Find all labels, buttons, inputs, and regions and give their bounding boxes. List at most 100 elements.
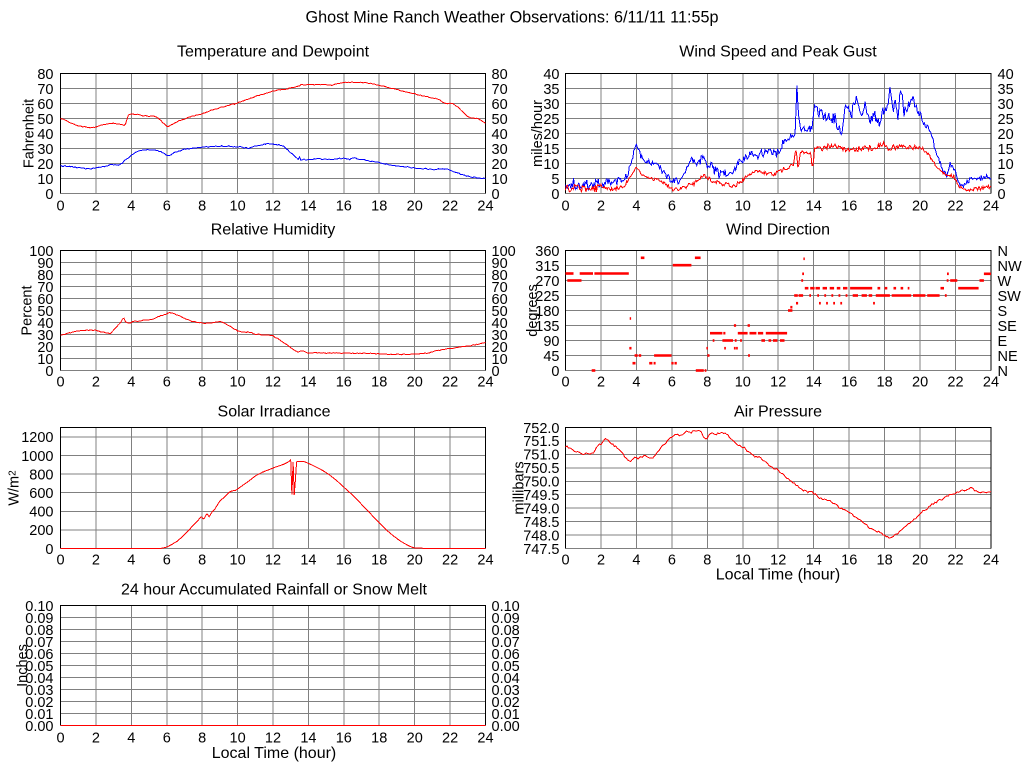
svg-text:0: 0 (551, 364, 559, 380)
svg-text:1200: 1200 (21, 430, 53, 446)
svg-text:752.0: 752.0 (523, 421, 559, 437)
svg-text:30: 30 (998, 97, 1014, 113)
svg-text:18: 18 (371, 553, 387, 569)
svg-text:748.0: 748.0 (523, 528, 559, 544)
svg-text:0: 0 (56, 730, 64, 746)
svg-text:0.07: 0.07 (492, 635, 520, 651)
svg-text:0.05: 0.05 (25, 659, 53, 675)
svg-text:0.05: 0.05 (492, 659, 520, 675)
svg-text:4: 4 (127, 375, 135, 391)
svg-text:30: 30 (492, 328, 508, 344)
svg-text:600: 600 (29, 486, 53, 502)
svg-text:Fahrenheit: Fahrenheit (22, 99, 38, 168)
svg-text:14: 14 (300, 199, 316, 215)
svg-text:0.03: 0.03 (492, 683, 520, 699)
svg-text:14: 14 (806, 375, 822, 391)
svg-text:25: 25 (543, 112, 559, 128)
svg-text:270: 270 (535, 274, 559, 290)
svg-text:360: 360 (535, 244, 559, 260)
svg-text:4: 4 (632, 375, 640, 391)
svg-text:2: 2 (92, 375, 100, 391)
svg-text:80: 80 (37, 67, 53, 83)
svg-text:225: 225 (535, 289, 559, 305)
svg-text:18: 18 (877, 199, 893, 215)
svg-text:22: 22 (947, 375, 963, 391)
svg-text:60: 60 (492, 292, 508, 308)
svg-text:100: 100 (29, 244, 53, 260)
svg-text:749.0: 749.0 (523, 502, 559, 518)
svg-text:E: E (998, 334, 1008, 350)
svg-text:0.10: 0.10 (25, 599, 53, 615)
svg-text:0: 0 (561, 199, 569, 215)
svg-text:20: 20 (492, 340, 508, 356)
svg-text:15: 15 (543, 142, 559, 158)
svg-text:0.00: 0.00 (25, 719, 53, 735)
svg-text:30: 30 (543, 97, 559, 113)
svg-text:6: 6 (163, 730, 171, 746)
svg-text:12: 12 (770, 199, 786, 215)
svg-text:40: 40 (492, 127, 508, 143)
svg-text:50: 50 (37, 304, 53, 320)
svg-text:10: 10 (230, 730, 246, 746)
svg-text:50: 50 (492, 304, 508, 320)
svg-text:0: 0 (561, 553, 569, 569)
svg-text:0.04: 0.04 (492, 671, 520, 687)
svg-text:748.5: 748.5 (523, 515, 559, 531)
svg-text:20: 20 (407, 553, 423, 569)
svg-text:10: 10 (735, 553, 751, 569)
svg-text:70: 70 (37, 280, 53, 296)
svg-text:0: 0 (492, 364, 500, 380)
svg-text:14: 14 (300, 730, 316, 746)
svg-text:0.09: 0.09 (492, 611, 520, 627)
svg-text:8: 8 (198, 730, 206, 746)
svg-text:10: 10 (37, 352, 53, 368)
svg-text:0.01: 0.01 (492, 707, 520, 723)
svg-text:12: 12 (770, 553, 786, 569)
svg-text:6: 6 (668, 553, 676, 569)
svg-text:6: 6 (163, 553, 171, 569)
svg-text:180: 180 (535, 304, 559, 320)
svg-text:12: 12 (265, 199, 281, 215)
svg-text:60: 60 (492, 97, 508, 113)
svg-text:12: 12 (265, 553, 281, 569)
svg-text:NE: NE (998, 349, 1018, 365)
svg-text:N: N (998, 364, 1008, 380)
svg-text:22: 22 (442, 553, 458, 569)
svg-text:2: 2 (597, 375, 605, 391)
svg-text:24: 24 (477, 375, 493, 391)
svg-text:SE: SE (998, 319, 1018, 335)
svg-text:14: 14 (806, 199, 822, 215)
svg-text:14: 14 (806, 553, 822, 569)
svg-text:0.07: 0.07 (25, 635, 53, 651)
svg-text:40: 40 (998, 67, 1014, 83)
svg-text:degrees: degrees (525, 284, 541, 336)
svg-text:0.06: 0.06 (25, 647, 53, 663)
svg-text:10: 10 (230, 199, 246, 215)
svg-text:400: 400 (29, 505, 53, 521)
svg-text:25: 25 (998, 112, 1014, 128)
svg-text:8: 8 (703, 375, 711, 391)
svg-text:12: 12 (265, 730, 281, 746)
svg-text:35: 35 (543, 82, 559, 98)
svg-text:0.02: 0.02 (25, 695, 53, 711)
svg-text:18: 18 (877, 375, 893, 391)
svg-text:200: 200 (29, 523, 53, 539)
svg-text:2: 2 (597, 553, 605, 569)
svg-text:24: 24 (983, 199, 999, 215)
svg-text:315: 315 (535, 259, 559, 275)
svg-text:20: 20 (37, 340, 53, 356)
svg-text:24 hour Accumulated Rainfall o: 24 hour Accumulated Rainfall or Snow Mel… (121, 582, 427, 599)
svg-text:2: 2 (92, 199, 100, 215)
svg-text:8: 8 (703, 199, 711, 215)
svg-text:4: 4 (127, 199, 135, 215)
svg-text:0.04: 0.04 (25, 671, 53, 687)
svg-text:0.08: 0.08 (25, 623, 53, 639)
svg-text:0: 0 (561, 375, 569, 391)
svg-text:20: 20 (407, 375, 423, 391)
svg-text:10: 10 (230, 553, 246, 569)
svg-text:0: 0 (56, 375, 64, 391)
svg-text:0: 0 (45, 542, 53, 558)
svg-text:90: 90 (543, 334, 559, 350)
svg-text:22: 22 (947, 553, 963, 569)
svg-text:12: 12 (770, 375, 786, 391)
